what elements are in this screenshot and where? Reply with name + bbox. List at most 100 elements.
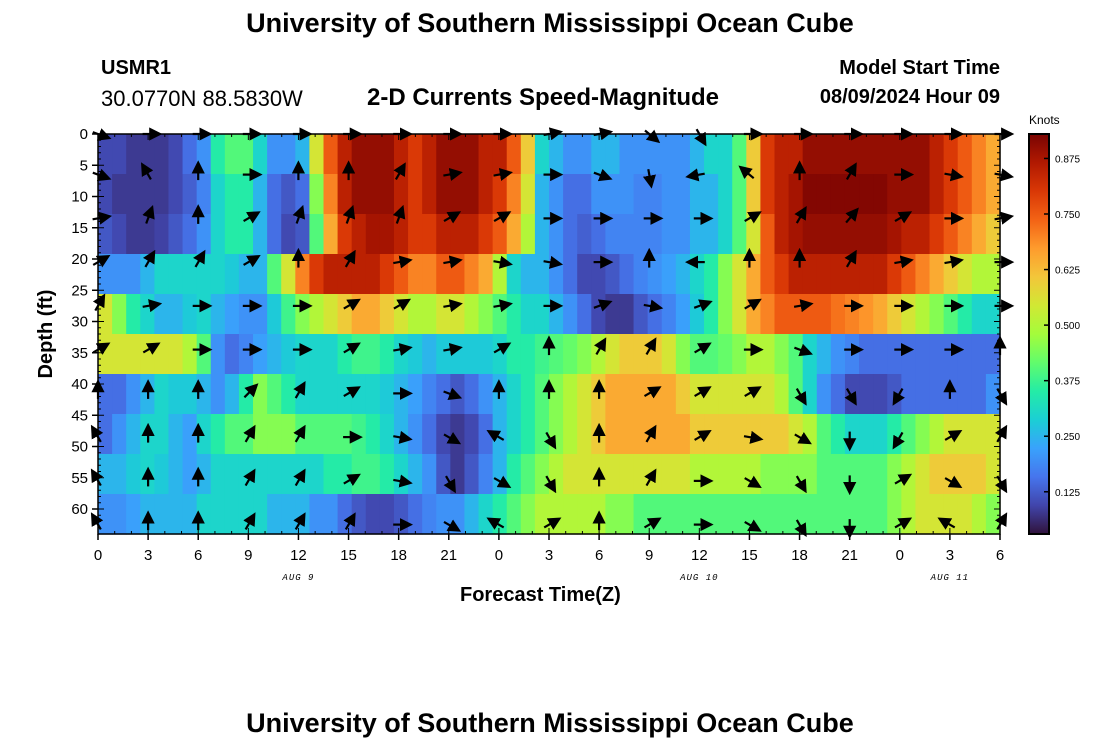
heatmap-cell xyxy=(450,214,466,255)
heatmap-cell xyxy=(267,174,282,215)
x-tick-label: 9 xyxy=(645,547,653,564)
heatmap-cell xyxy=(478,134,494,175)
heatmap-cell xyxy=(506,454,522,495)
heatmap-cell xyxy=(971,174,987,215)
heatmap-cell xyxy=(224,134,240,175)
y-tick-label: 10 xyxy=(71,189,88,206)
heatmap-cell xyxy=(365,174,381,215)
heatmap-cell xyxy=(210,214,226,255)
heatmap-cell xyxy=(591,174,606,215)
heatmap-cell xyxy=(830,494,846,535)
heatmap-cell xyxy=(915,454,931,495)
y-tick-label: 15 xyxy=(71,220,88,237)
heatmap-cell xyxy=(943,134,959,175)
heatmap-cell xyxy=(633,454,649,495)
heatmap-cell xyxy=(351,174,367,215)
heatmap-cell xyxy=(506,174,522,215)
current-vector xyxy=(794,431,812,445)
heatmap-cell xyxy=(337,294,353,335)
heatmap-cell xyxy=(844,414,860,455)
heatmap-cell xyxy=(351,494,367,535)
heatmap-cell xyxy=(774,374,790,415)
current-vector xyxy=(937,517,956,530)
heatmap-cell xyxy=(140,214,155,255)
heatmap-cell xyxy=(619,494,635,535)
heatmap-cell xyxy=(859,134,874,175)
heatmap-cell xyxy=(408,494,423,535)
heatmap-cell xyxy=(591,334,606,375)
heatmap-cell xyxy=(971,374,987,415)
heatmap-cell xyxy=(126,334,141,375)
heatmap-cell xyxy=(126,214,141,255)
heatmap-cell xyxy=(112,214,127,255)
heatmap-cell xyxy=(436,414,451,455)
heatmap-cell xyxy=(196,214,212,255)
heatmap-cell xyxy=(704,414,719,455)
heatmap-cell xyxy=(760,254,776,295)
heatmap-cell xyxy=(830,134,846,175)
heatmap-cell xyxy=(549,214,564,255)
heatmap-cell xyxy=(971,494,987,535)
heatmap-cell xyxy=(210,374,226,415)
heatmap-cell xyxy=(549,374,564,415)
heatmap-cell xyxy=(704,374,719,415)
heatmap-cell xyxy=(704,254,719,295)
heatmap-cell xyxy=(957,214,973,255)
heatmap-cell xyxy=(619,174,635,215)
heatmap-cell xyxy=(844,334,860,375)
heatmap-cell xyxy=(253,334,268,375)
heatmap-cell xyxy=(520,454,536,495)
heatmap-cell xyxy=(859,254,874,295)
heatmap-cell xyxy=(816,494,832,535)
heatmap-cell xyxy=(929,334,945,375)
heatmap-cell xyxy=(563,214,578,255)
heatmap-cell xyxy=(689,214,705,255)
current-vector xyxy=(593,337,607,355)
heatmap-cell xyxy=(985,174,1001,215)
colorbar-tick-label: 0.125 xyxy=(1055,488,1080,499)
heatmap-cell xyxy=(365,254,381,295)
heatmap-cell xyxy=(154,414,170,455)
heatmap-cell xyxy=(873,454,888,495)
colorbar-tick-label: 0.875 xyxy=(1055,154,1080,165)
current-vector xyxy=(393,342,413,356)
heatmap-cell xyxy=(788,214,804,255)
heatmap-cell xyxy=(408,414,423,455)
heatmap-cell xyxy=(281,494,296,535)
heatmap-cell xyxy=(844,174,860,215)
heatmap-cell xyxy=(675,414,691,455)
heatmap-cell xyxy=(901,374,917,415)
heatmap-cell xyxy=(506,134,522,175)
current-vector xyxy=(393,430,413,444)
heatmap-cell xyxy=(422,174,437,215)
heatmap-cell xyxy=(915,374,931,415)
current-vector xyxy=(643,517,662,530)
heatmap-cell xyxy=(971,334,987,375)
current-vector xyxy=(944,430,963,443)
heatmap-cell xyxy=(957,454,973,495)
heatmap-cell xyxy=(971,214,987,255)
heatmap-cell xyxy=(520,134,536,175)
heatmap-cell xyxy=(577,174,592,215)
y-axis: 0 5 10 15 20 25 30 35 40 45 50 55 60 xyxy=(71,126,1000,535)
heatmap-cell xyxy=(224,174,240,215)
heatmap-cell xyxy=(661,414,677,455)
current-vector xyxy=(694,386,712,399)
heatmap-cell xyxy=(140,294,155,335)
heatmap-cell xyxy=(365,454,381,495)
heatmap-cell xyxy=(957,334,973,375)
current-vector xyxy=(593,299,613,312)
heatmap-cell xyxy=(295,294,310,335)
heatmap-cell xyxy=(154,294,170,335)
current-vector xyxy=(894,517,913,530)
heatmap-cell xyxy=(901,414,917,455)
current-vector xyxy=(142,204,155,224)
heatmap-cell xyxy=(450,174,466,215)
heatmap-cell xyxy=(408,374,423,415)
heatmap-cell xyxy=(661,254,677,295)
heatmap-cell xyxy=(605,174,621,215)
heatmap-cell xyxy=(647,374,663,415)
current-vector xyxy=(493,342,512,355)
heatmap-cell xyxy=(816,174,832,215)
heatmap-cell xyxy=(901,494,917,535)
